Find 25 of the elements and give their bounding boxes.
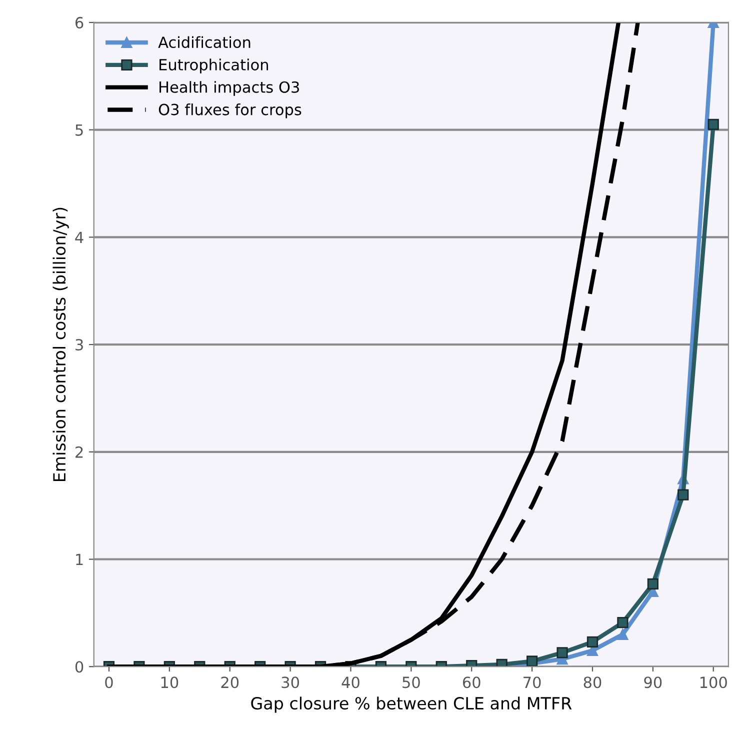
legend-label: O3 fluxes for crops [158,103,302,118]
y-axis-title: Emission control costs (billion/yr) [52,208,69,482]
legend-label: Eutrophication [160,58,268,74]
legend-label: Acidification [158,36,250,48]
y-tick-label: 3 [76,339,83,351]
x-tick-label: 50 [402,676,420,688]
x-tick-label: 20 [221,676,239,688]
legend-label: Health impacts O3 [160,81,299,96]
x-axis-title: Gap closure % between CLE and MTFR [251,696,572,713]
x-tick-label: 60 [462,676,480,688]
x-tick-label: 90 [644,676,662,688]
y-tick-label: 6 [76,16,84,28]
x-tick-label: 40 [342,676,360,688]
x-tick-label: 80 [584,676,602,688]
x-tick-label: 70 [524,676,541,688]
y-tick-label: 0 [75,661,84,673]
y-tick-label: 2 [76,446,83,458]
y-tick-label: 5 [76,124,83,136]
x-tick-label: 30 [282,676,300,688]
x-tick-label: 0 [105,676,113,688]
point [678,489,689,500]
y-tick-label: 1 [76,554,83,566]
x-tick-label: 10 [161,676,178,688]
y-tick-label: 4 [75,232,84,243]
x-tick-label: 100 [700,676,727,688]
